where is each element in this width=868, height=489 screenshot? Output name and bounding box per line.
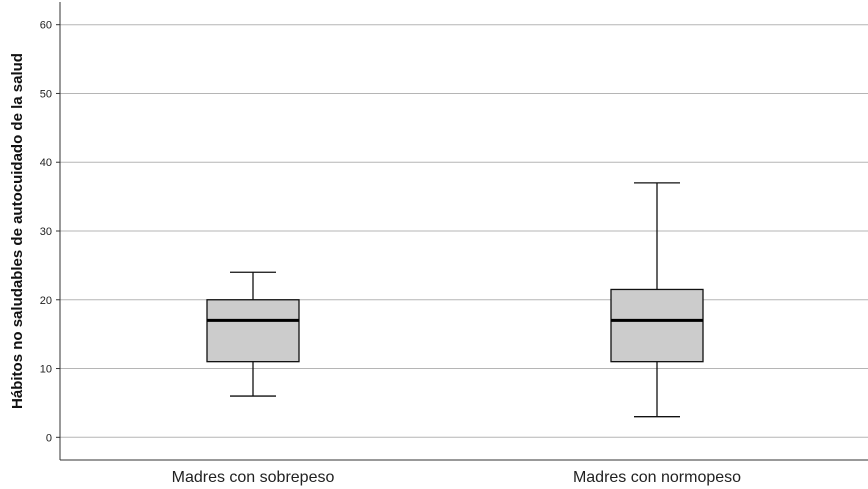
y-tick-label: 0 (46, 432, 52, 444)
gridlines (60, 24, 868, 438)
category-label: Madres con normopeso (573, 469, 741, 486)
iqr-box (206, 299, 300, 363)
y-tick-label: 40 (40, 157, 52, 169)
y-tick-labels: 0 10 20 30 40 50 60 (40, 20, 60, 444)
box-2 (610, 182, 704, 418)
category-labels: Madres con sobrepeso Madres con normopeso (172, 469, 742, 486)
box-1 (206, 271, 300, 397)
y-axis-label: Hábitos no saludables de autocuidado de … (9, 53, 26, 409)
y-tick-label: 10 (40, 364, 52, 376)
boxes (206, 182, 704, 418)
y-tick-label: 60 (40, 20, 52, 32)
iqr-box (610, 288, 704, 363)
y-tick-label: 20 (40, 295, 52, 307)
category-label: Madres con sobrepeso (172, 469, 335, 486)
y-tick-label: 50 (40, 88, 52, 100)
y-tick-label: 30 (40, 226, 52, 238)
